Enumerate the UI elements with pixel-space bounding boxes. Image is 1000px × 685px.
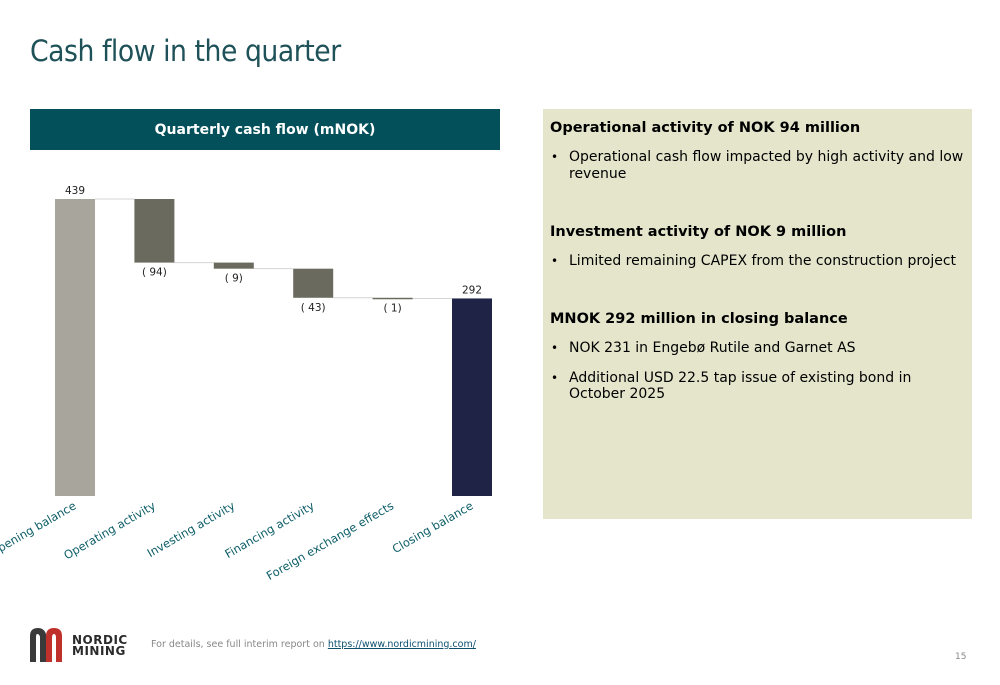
bar-6 bbox=[452, 298, 492, 496]
bar-3 bbox=[213, 262, 254, 269]
logo-line-1: NORDIC bbox=[72, 633, 128, 647]
page-title: Cash flow in the quarter bbox=[30, 34, 341, 68]
logo-line-2: MINING bbox=[72, 644, 126, 658]
report-link[interactable]: https://www.nordicmining.com/ bbox=[327, 639, 476, 650]
company-logo: NORDIC MINING bbox=[28, 626, 127, 664]
data-label-3: ( 9) bbox=[225, 273, 243, 285]
footer-note: For details, see full interim report on … bbox=[151, 639, 476, 650]
bullet-item: Limited remaining CAPEX from the constru… bbox=[550, 253, 965, 270]
x-tick-label-6: Closing balance bbox=[390, 498, 476, 556]
chart-title: Quarterly cash flow (mNOK) bbox=[30, 109, 500, 150]
section-heading: Investment activity of NOK 9 million bbox=[550, 224, 847, 240]
panel-section-operational: Operational activity of NOK 94 million O… bbox=[550, 120, 965, 182]
bar-5 bbox=[372, 297, 413, 300]
section-heading: Operational activity of NOK 94 million bbox=[550, 120, 861, 136]
footer-text: For details, see full interim report on bbox=[151, 639, 325, 650]
bullet-item: NOK 231 in Engebø Rutile and Garnet AS bbox=[550, 340, 965, 357]
bullet-item: Operational cash flow impacted by high a… bbox=[550, 149, 965, 182]
bar-1 bbox=[55, 199, 95, 496]
data-label-4: ( 43) bbox=[301, 302, 326, 314]
data-label-1: 439 bbox=[65, 185, 85, 197]
panel-section-investment: Investment activity of NOK 9 million Lim… bbox=[550, 224, 965, 270]
data-label-6: 292 bbox=[462, 284, 482, 296]
bullet-item: Additional USD 22.5 tap issue of existin… bbox=[550, 370, 965, 403]
page-number: 15 bbox=[955, 652, 967, 662]
nordic-mining-logo-icon bbox=[30, 628, 62, 662]
bar-4 bbox=[293, 268, 334, 298]
logo-wordmark: NORDIC MINING bbox=[72, 633, 128, 658]
commentary-panel: Operational activity of NOK 94 million O… bbox=[543, 109, 972, 519]
data-label-5: ( 1) bbox=[383, 302, 401, 314]
section-heading: MNOK 292 million in closing balance bbox=[550, 311, 848, 327]
bar-2 bbox=[134, 199, 175, 263]
panel-section-closing: MNOK 292 million in closing balance NOK … bbox=[550, 311, 965, 403]
x-tick-label-5: Foreign exchange effects bbox=[264, 498, 396, 582]
data-label-2: ( 94) bbox=[142, 267, 167, 279]
